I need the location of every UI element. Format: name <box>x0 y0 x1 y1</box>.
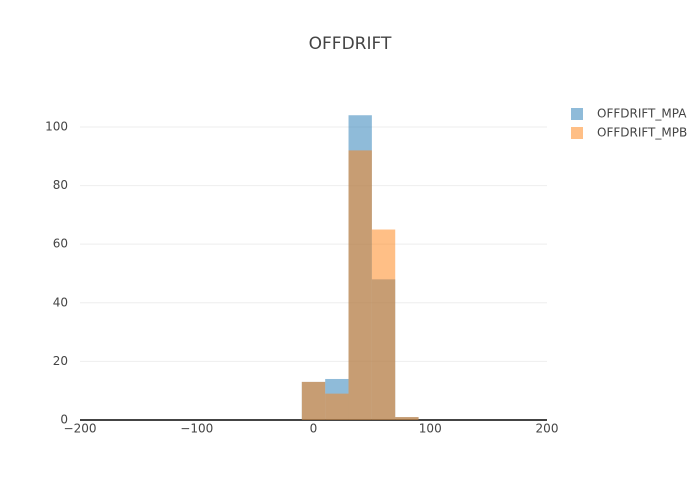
histogram-bar <box>325 393 349 420</box>
x-tick-label: 100 <box>419 422 442 436</box>
x-tick-label: 200 <box>536 422 559 436</box>
y-tick-label: 40 <box>53 295 68 309</box>
histogram-bar <box>371 229 396 420</box>
x-tick-label: −100 <box>180 422 213 436</box>
y-tick-label: 20 <box>53 354 68 368</box>
legend-swatch[interactable] <box>571 108 583 120</box>
y-tick-label: 80 <box>53 178 68 192</box>
y-tick-label: 0 <box>60 413 68 427</box>
x-tick-label: 0 <box>310 422 318 436</box>
legend-swatch[interactable] <box>571 127 583 139</box>
x-tick-label: −200 <box>64 422 97 436</box>
chart-title: OFFDRIFT <box>309 34 392 54</box>
histogram-bar <box>395 417 419 420</box>
y-tick-label: 100 <box>45 119 68 133</box>
histogram-bar <box>301 381 326 420</box>
histogram-bar <box>348 150 372 420</box>
legend-label[interactable]: OFFDRIFT_MPB <box>597 126 687 140</box>
legend-label[interactable]: OFFDRIFT_MPA <box>597 107 687 121</box>
y-tick-label: 60 <box>53 237 68 251</box>
